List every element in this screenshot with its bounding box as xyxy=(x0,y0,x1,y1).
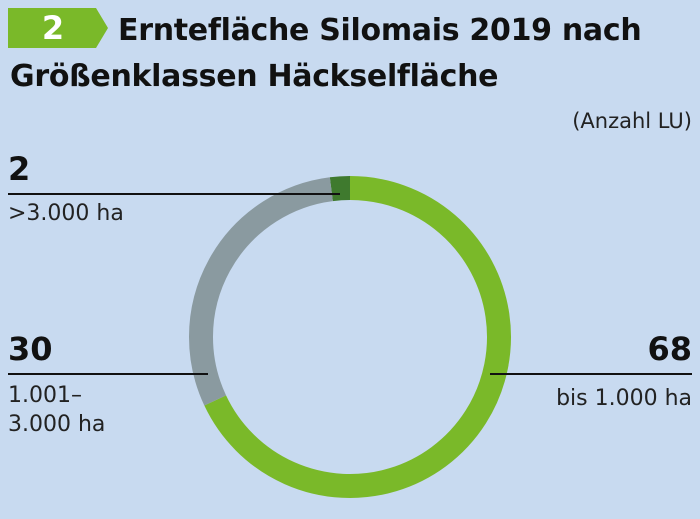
label-gt3000: >3.000 ha xyxy=(8,201,124,226)
value-1001-3000: 30 xyxy=(8,330,53,368)
unit-label: (Anzahl LU) xyxy=(572,109,692,133)
value-gt3000: 2 xyxy=(8,150,31,188)
chart-title: Erntefläche Silomais 2019 nach Größenkla… xyxy=(10,13,642,94)
chart-number: 2 xyxy=(41,9,65,47)
slice-1001-3000 xyxy=(189,177,333,406)
slice-le1000 xyxy=(204,176,511,498)
value-le1000: 68 xyxy=(647,330,692,368)
leader-line-le1000 xyxy=(490,373,692,375)
slice-gt3000 xyxy=(329,176,351,202)
label-1001-3000: 1.001– 3.000 ha xyxy=(8,383,106,437)
leader-line-gt3000 xyxy=(8,193,340,195)
label-le1000: bis 1.000 ha xyxy=(556,386,692,411)
leader-line-1001-3000 xyxy=(8,373,208,375)
badge-arrow xyxy=(8,8,108,48)
